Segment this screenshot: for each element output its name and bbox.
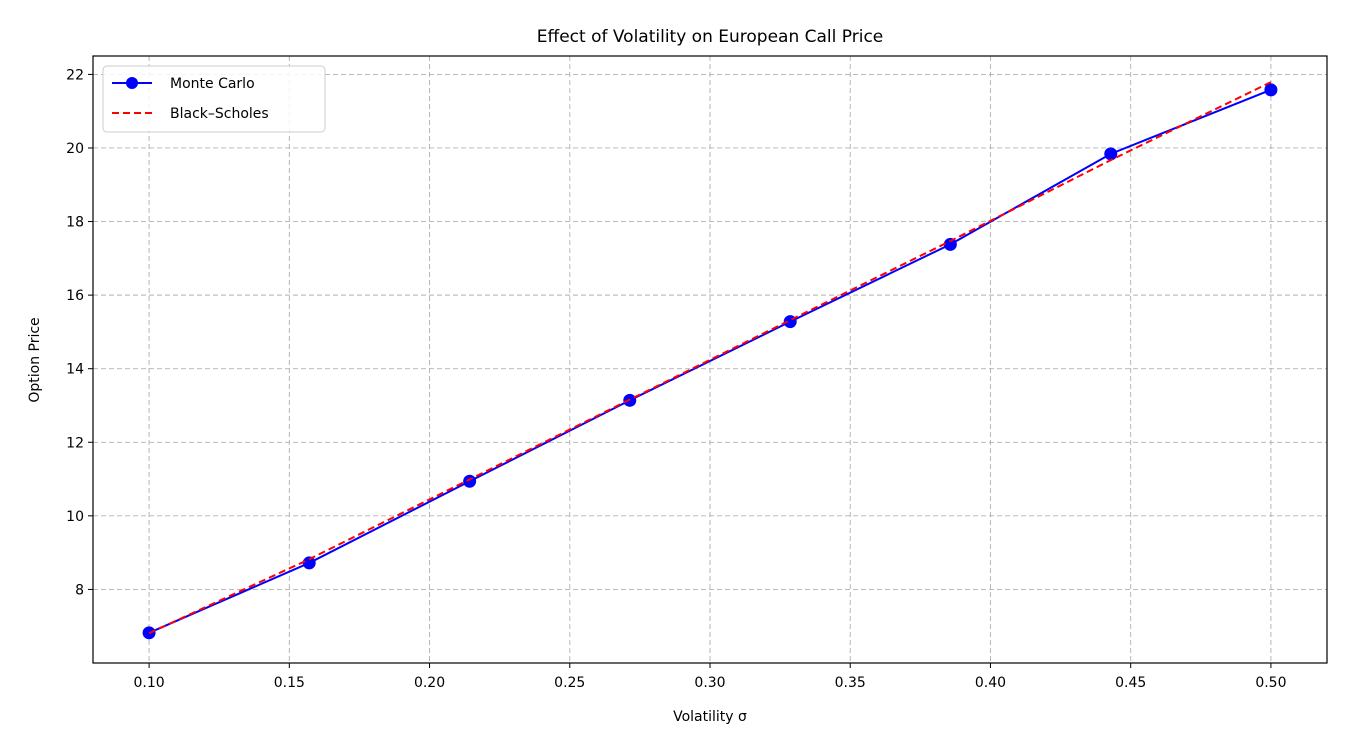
- y-tick-label: 8: [75, 582, 84, 598]
- series-layer: [142, 81, 1278, 640]
- y-tick-label: 10: [66, 509, 84, 525]
- x-tick-label: 0.25: [554, 675, 585, 691]
- data-point-monte-carlo: [1264, 83, 1278, 97]
- x-tick-label: 0.10: [134, 675, 165, 691]
- y-tick-label: 18: [66, 215, 84, 231]
- x-tick-label: 0.30: [694, 675, 725, 691]
- legend-box: [102, 65, 326, 133]
- x-axis-label: Volatility σ: [673, 709, 747, 725]
- x-tick-label: 0.50: [1255, 675, 1286, 691]
- x-tick-label: 0.45: [1115, 675, 1146, 691]
- x-axis: 0.10 0.15 0.20 0.25 0.30 0.35 0.40 0.45 0.50: [134, 663, 1286, 691]
- legend: Monte Carlo Black–Scholes: [102, 65, 326, 133]
- x-tick-label: 0.35: [835, 675, 866, 691]
- x-tick-label: 0.40: [975, 675, 1006, 691]
- y-tick-label: 12: [66, 435, 84, 451]
- legend-label-monte-carlo: Monte Carlo: [170, 76, 255, 92]
- series-line-monte-carlo: [148, 88, 1272, 634]
- y-tick-label: 16: [66, 288, 84, 304]
- data-point-monte-carlo: [463, 474, 477, 488]
- y-tick-label: 20: [66, 141, 84, 157]
- x-tick-label: 0.15: [274, 675, 305, 691]
- y-tick-label: 14: [66, 362, 84, 378]
- x-tick-label: 0.20: [414, 675, 445, 691]
- y-axis: 8 10 12 14 16 18 20 22: [66, 67, 93, 598]
- data-point-monte-carlo: [1104, 147, 1118, 161]
- y-axis-label: Option Price: [27, 317, 43, 402]
- chart-title: Effect of Volatility on European Call Pr…: [537, 27, 884, 47]
- legend-marker-monte-carlo: [126, 77, 138, 89]
- legend-label-black-scholes: Black–Scholes: [170, 106, 269, 122]
- y-tick-label: 22: [66, 67, 84, 83]
- grid: [93, 56, 1327, 663]
